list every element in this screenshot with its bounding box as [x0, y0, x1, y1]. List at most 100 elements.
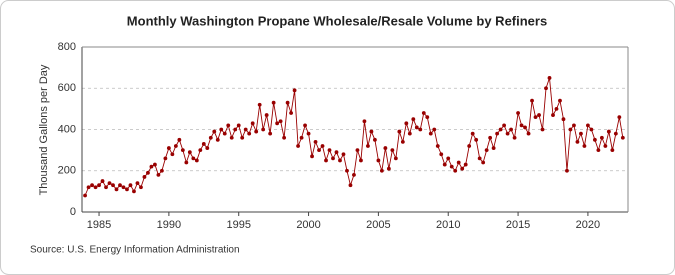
data-point [558, 98, 562, 103]
data-point [589, 127, 594, 132]
data-point [345, 168, 349, 173]
data-point [620, 135, 625, 140]
x-tick-label: 2000 [296, 219, 320, 231]
data-point [153, 162, 157, 167]
x-tick-label: 2015 [506, 219, 530, 231]
data-point [111, 183, 115, 188]
data-point [393, 156, 398, 161]
data-point [215, 137, 220, 142]
data-point [271, 100, 276, 105]
data-point [93, 185, 98, 190]
data-point [132, 189, 136, 194]
data-point [173, 144, 178, 148]
data-point [516, 111, 520, 115]
data-point [338, 158, 342, 163]
data-point [306, 131, 311, 136]
data-point [407, 131, 412, 136]
y-tick-label: 0 [70, 206, 76, 218]
data-point [477, 156, 482, 161]
data-point [610, 148, 615, 153]
data-point [97, 183, 101, 188]
y-tick-label: 800 [58, 41, 76, 53]
data-point [512, 135, 517, 140]
data-point [264, 113, 269, 117]
data-point [411, 117, 416, 122]
data-point [467, 144, 472, 148]
data-point [547, 76, 552, 80]
data-point [397, 129, 402, 134]
data-point [191, 156, 196, 161]
data-point [125, 187, 129, 192]
data-point [159, 168, 164, 173]
data-point [463, 162, 468, 167]
data-point [470, 131, 475, 136]
data-point [565, 168, 569, 173]
data-point [104, 185, 108, 190]
data-point [310, 154, 314, 159]
x-tick-label: 2005 [366, 219, 390, 231]
data-point [226, 123, 231, 128]
x-tick-label: 1990 [157, 219, 181, 231]
data-point [114, 187, 119, 192]
data-point [254, 129, 259, 134]
data-point [205, 146, 210, 150]
data-point [519, 123, 524, 128]
data-point [586, 123, 590, 128]
data-point [530, 98, 534, 103]
data-point [268, 131, 273, 136]
data-point [250, 121, 255, 126]
data-point [526, 131, 531, 136]
data-point [128, 183, 133, 188]
data-point [285, 100, 290, 105]
chart-title: Monthly Washington Propane Wholesale/Res… [127, 13, 547, 28]
data-point [533, 115, 538, 120]
data-point [107, 181, 112, 186]
data-point [261, 127, 266, 132]
data-point [334, 150, 339, 155]
data-point [435, 144, 440, 148]
data-point [135, 181, 140, 186]
y-tick-label: 200 [58, 165, 76, 177]
x-tick-label: 2020 [576, 219, 600, 231]
data-point [386, 166, 391, 171]
data-point [296, 144, 300, 148]
data-point [184, 160, 189, 165]
data-point [359, 158, 363, 163]
data-point [449, 164, 454, 169]
data-point [453, 168, 458, 173]
data-point [289, 111, 293, 115]
data-point [194, 158, 199, 163]
data-point [362, 119, 367, 124]
data-point [320, 144, 325, 148]
data-point [100, 179, 105, 183]
data-point [369, 129, 374, 134]
x-tick-label: 1995 [226, 219, 250, 231]
data-point [331, 156, 335, 161]
data-point [219, 127, 224, 132]
data-point [404, 121, 409, 126]
source-note: Source: U.S. Energy Information Administ… [30, 245, 240, 256]
data-point [418, 127, 423, 132]
data-point [121, 185, 126, 190]
data-point [292, 88, 297, 93]
data-point [579, 131, 583, 136]
data-point [177, 137, 182, 142]
data-point [229, 135, 234, 140]
data-point [139, 185, 143, 190]
data-point [282, 135, 287, 140]
data-point [163, 156, 168, 161]
data-point [149, 164, 154, 169]
data-point [247, 131, 252, 136]
data-point [425, 115, 430, 120]
data-point [257, 102, 262, 107]
data-point [390, 148, 395, 153]
data-point [383, 146, 388, 150]
data-point [495, 131, 500, 136]
data-point [446, 156, 451, 161]
data-point [198, 148, 203, 153]
data-point [582, 144, 587, 148]
data-point [376, 158, 381, 163]
data-point [554, 106, 559, 111]
data-point [572, 123, 576, 128]
data-point [201, 142, 206, 146]
